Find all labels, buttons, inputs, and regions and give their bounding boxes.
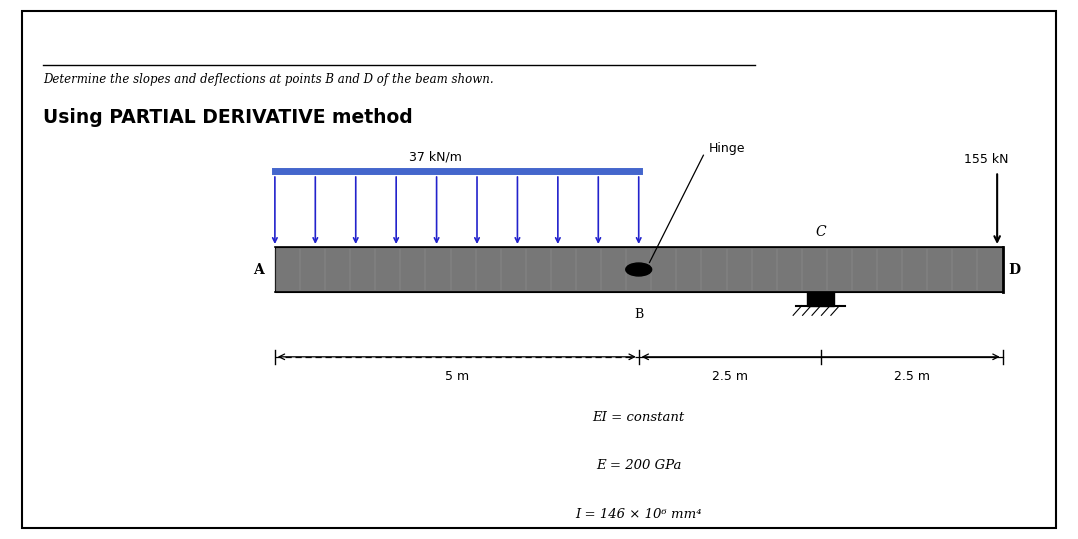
Circle shape	[625, 263, 651, 276]
Text: Determine the slopes and deflections at points B and D of the beam shown.: Determine the slopes and deflections at …	[43, 73, 494, 86]
Text: A: A	[253, 262, 264, 277]
Bar	[275, 247, 1003, 292]
Text: 155 kN: 155 kN	[964, 153, 1009, 166]
Text: B: B	[634, 308, 644, 321]
Text: 5 m: 5 m	[445, 370, 469, 383]
Text: Using PARTIAL DERIVATIVE method: Using PARTIAL DERIVATIVE method	[43, 108, 413, 127]
Text: 2.5 m: 2.5 m	[711, 370, 748, 383]
Text: Hinge: Hinge	[709, 142, 745, 155]
Text: 2.5 m: 2.5 m	[894, 370, 929, 383]
Text: EI = constant: EI = constant	[593, 411, 685, 424]
Text: E = 200 GPa: E = 200 GPa	[596, 459, 681, 472]
Text: D: D	[1008, 262, 1020, 277]
Bar	[807, 292, 834, 306]
Text: 37 kN/m: 37 kN/m	[409, 150, 461, 163]
Text: I = 146 × 10⁶ mm⁴: I = 146 × 10⁶ mm⁴	[576, 508, 702, 521]
Text: C: C	[815, 225, 826, 239]
